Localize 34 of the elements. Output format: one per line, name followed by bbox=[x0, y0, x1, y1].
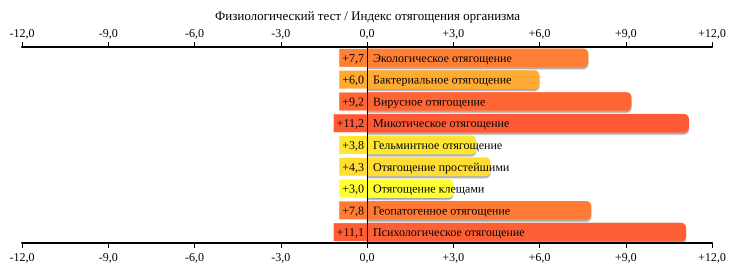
x-tick-label: 0,0 bbox=[360, 250, 374, 264]
x2-tick-label: 0,0 bbox=[360, 26, 374, 40]
x2-tick-label: -12,0 bbox=[10, 26, 34, 40]
data-label: +11,1 bbox=[336, 225, 364, 240]
y-tick-label: Бактериальное отягощение bbox=[373, 72, 512, 87]
y-tick-label: Микотическое отягощение bbox=[373, 116, 510, 130]
x-tick-label: -3,0 bbox=[271, 250, 290, 264]
data-label: +9,2 bbox=[342, 94, 364, 108]
x-tick-label: -12,0 bbox=[10, 250, 34, 264]
x2-tick-label: +3,0 bbox=[442, 26, 464, 40]
x-tick-label: +9,0 bbox=[614, 250, 637, 264]
data-label: +7,7 bbox=[342, 50, 364, 65]
x-tick-label: -9,0 bbox=[98, 250, 118, 264]
x2-tick-label: +6,0 bbox=[528, 26, 550, 40]
x2-tick-label: -9,0 bbox=[98, 26, 118, 40]
y-tick-label: Психологическое отягощение bbox=[373, 225, 525, 240]
x-tick-label: -6,0 bbox=[185, 250, 204, 264]
x2-tick-label: +9,0 bbox=[614, 26, 637, 40]
data-label: +3,0 bbox=[342, 182, 364, 196]
data-label: +3,8 bbox=[342, 138, 364, 152]
x2-tick-label: -6,0 bbox=[185, 26, 204, 40]
x-tick-label: +12,0 bbox=[698, 250, 726, 264]
x-tick-label: +3,0 bbox=[442, 250, 464, 264]
y-tick-label: Вирусное отягощение bbox=[373, 94, 486, 108]
data-label: +6,0 bbox=[342, 72, 364, 87]
x2-tick-label: -3,0 bbox=[271, 26, 290, 40]
data-label: +4,3 bbox=[342, 160, 364, 174]
data-label: +11,2 bbox=[336, 116, 364, 130]
y-tick-label: Геопатогенное отягощение bbox=[373, 203, 510, 218]
data-label: +7,8 bbox=[342, 203, 364, 218]
y-tick-label: Экологическое отягощение bbox=[373, 50, 512, 65]
x-tick-label: +6,0 bbox=[528, 250, 550, 264]
chart-title: Физиологический тест / Индекс отягощения организма bbox=[214, 8, 520, 23]
x2-tick-label: +12,0 bbox=[698, 26, 726, 40]
